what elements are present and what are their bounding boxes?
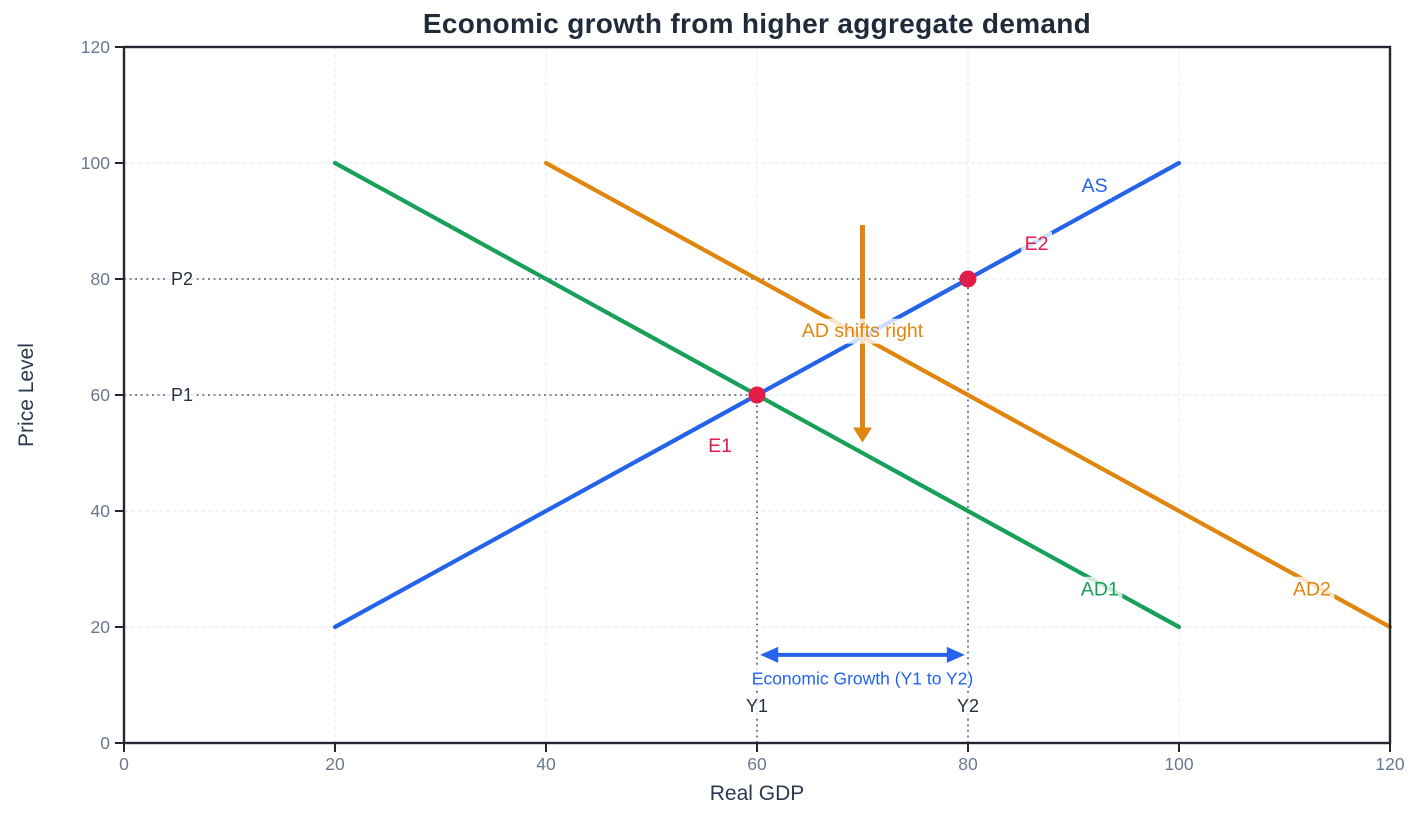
growth-label-bg: [748, 667, 977, 691]
ad-shift-label: AD shifts right: [802, 320, 924, 342]
plot-border: [122, 45, 1392, 745]
series-label-AD2-bg: [1289, 576, 1335, 602]
series-label-AD2: AD2: [1293, 578, 1331, 600]
y-tick-label: 60: [91, 385, 111, 405]
series-label-AD1: AD1: [1081, 578, 1119, 600]
ad-shift-arrow-head: [853, 427, 872, 443]
x-axis-label: Real GDP: [709, 782, 805, 805]
y-tick-label: 120: [81, 37, 110, 57]
y-tick-label: 100: [81, 153, 110, 173]
point-label-E2-bg: [1021, 231, 1053, 257]
price-label-P1-bg: [167, 383, 197, 407]
point-E1: [748, 386, 766, 404]
price-label-P1: P1: [171, 385, 193, 405]
x-tick-label: 0: [119, 754, 129, 774]
price-label-P2-bg: [167, 267, 197, 291]
x-tick-label: 20: [325, 754, 345, 774]
point-label-E1-bg: [704, 433, 736, 459]
point-label-E1: E1: [708, 435, 732, 457]
y-tick-label: 40: [91, 501, 111, 521]
growth-label: Economic Growth (Y1 to Y2): [752, 669, 973, 689]
x-tick-label: 100: [1164, 754, 1193, 774]
gdp-label-Y2: Y2: [957, 696, 979, 716]
y-tick-label: 0: [100, 733, 110, 753]
series-label-AD1-bg: [1077, 576, 1123, 602]
growth-arrow-head-left: [760, 646, 779, 663]
x-tick-label: 60: [747, 754, 767, 774]
series-label-AS: AS: [1082, 175, 1108, 197]
gdp-label-Y1-bg: [742, 694, 772, 718]
y-tick-label: 20: [91, 617, 111, 637]
y-tick-label: 80: [91, 269, 111, 289]
point-E2: [959, 270, 977, 288]
gdp-label-Y1: Y1: [746, 696, 768, 716]
series-line-AD2: [543, 160, 1393, 630]
x-tick-label: 40: [536, 754, 556, 774]
x-tick-label: 80: [958, 754, 978, 774]
price-label-P2: P2: [171, 269, 193, 289]
point-label-E2: E2: [1025, 233, 1049, 255]
x-tick-label: 120: [1375, 754, 1404, 774]
series-label-AS-bg: [1078, 173, 1112, 199]
ad-shift-label-bg: [798, 318, 928, 344]
chart-title: Economic growth from higher aggregate de…: [422, 8, 1092, 39]
growth-arrow-head-right: [946, 646, 965, 663]
gdp-label-Y2-bg: [953, 694, 983, 718]
